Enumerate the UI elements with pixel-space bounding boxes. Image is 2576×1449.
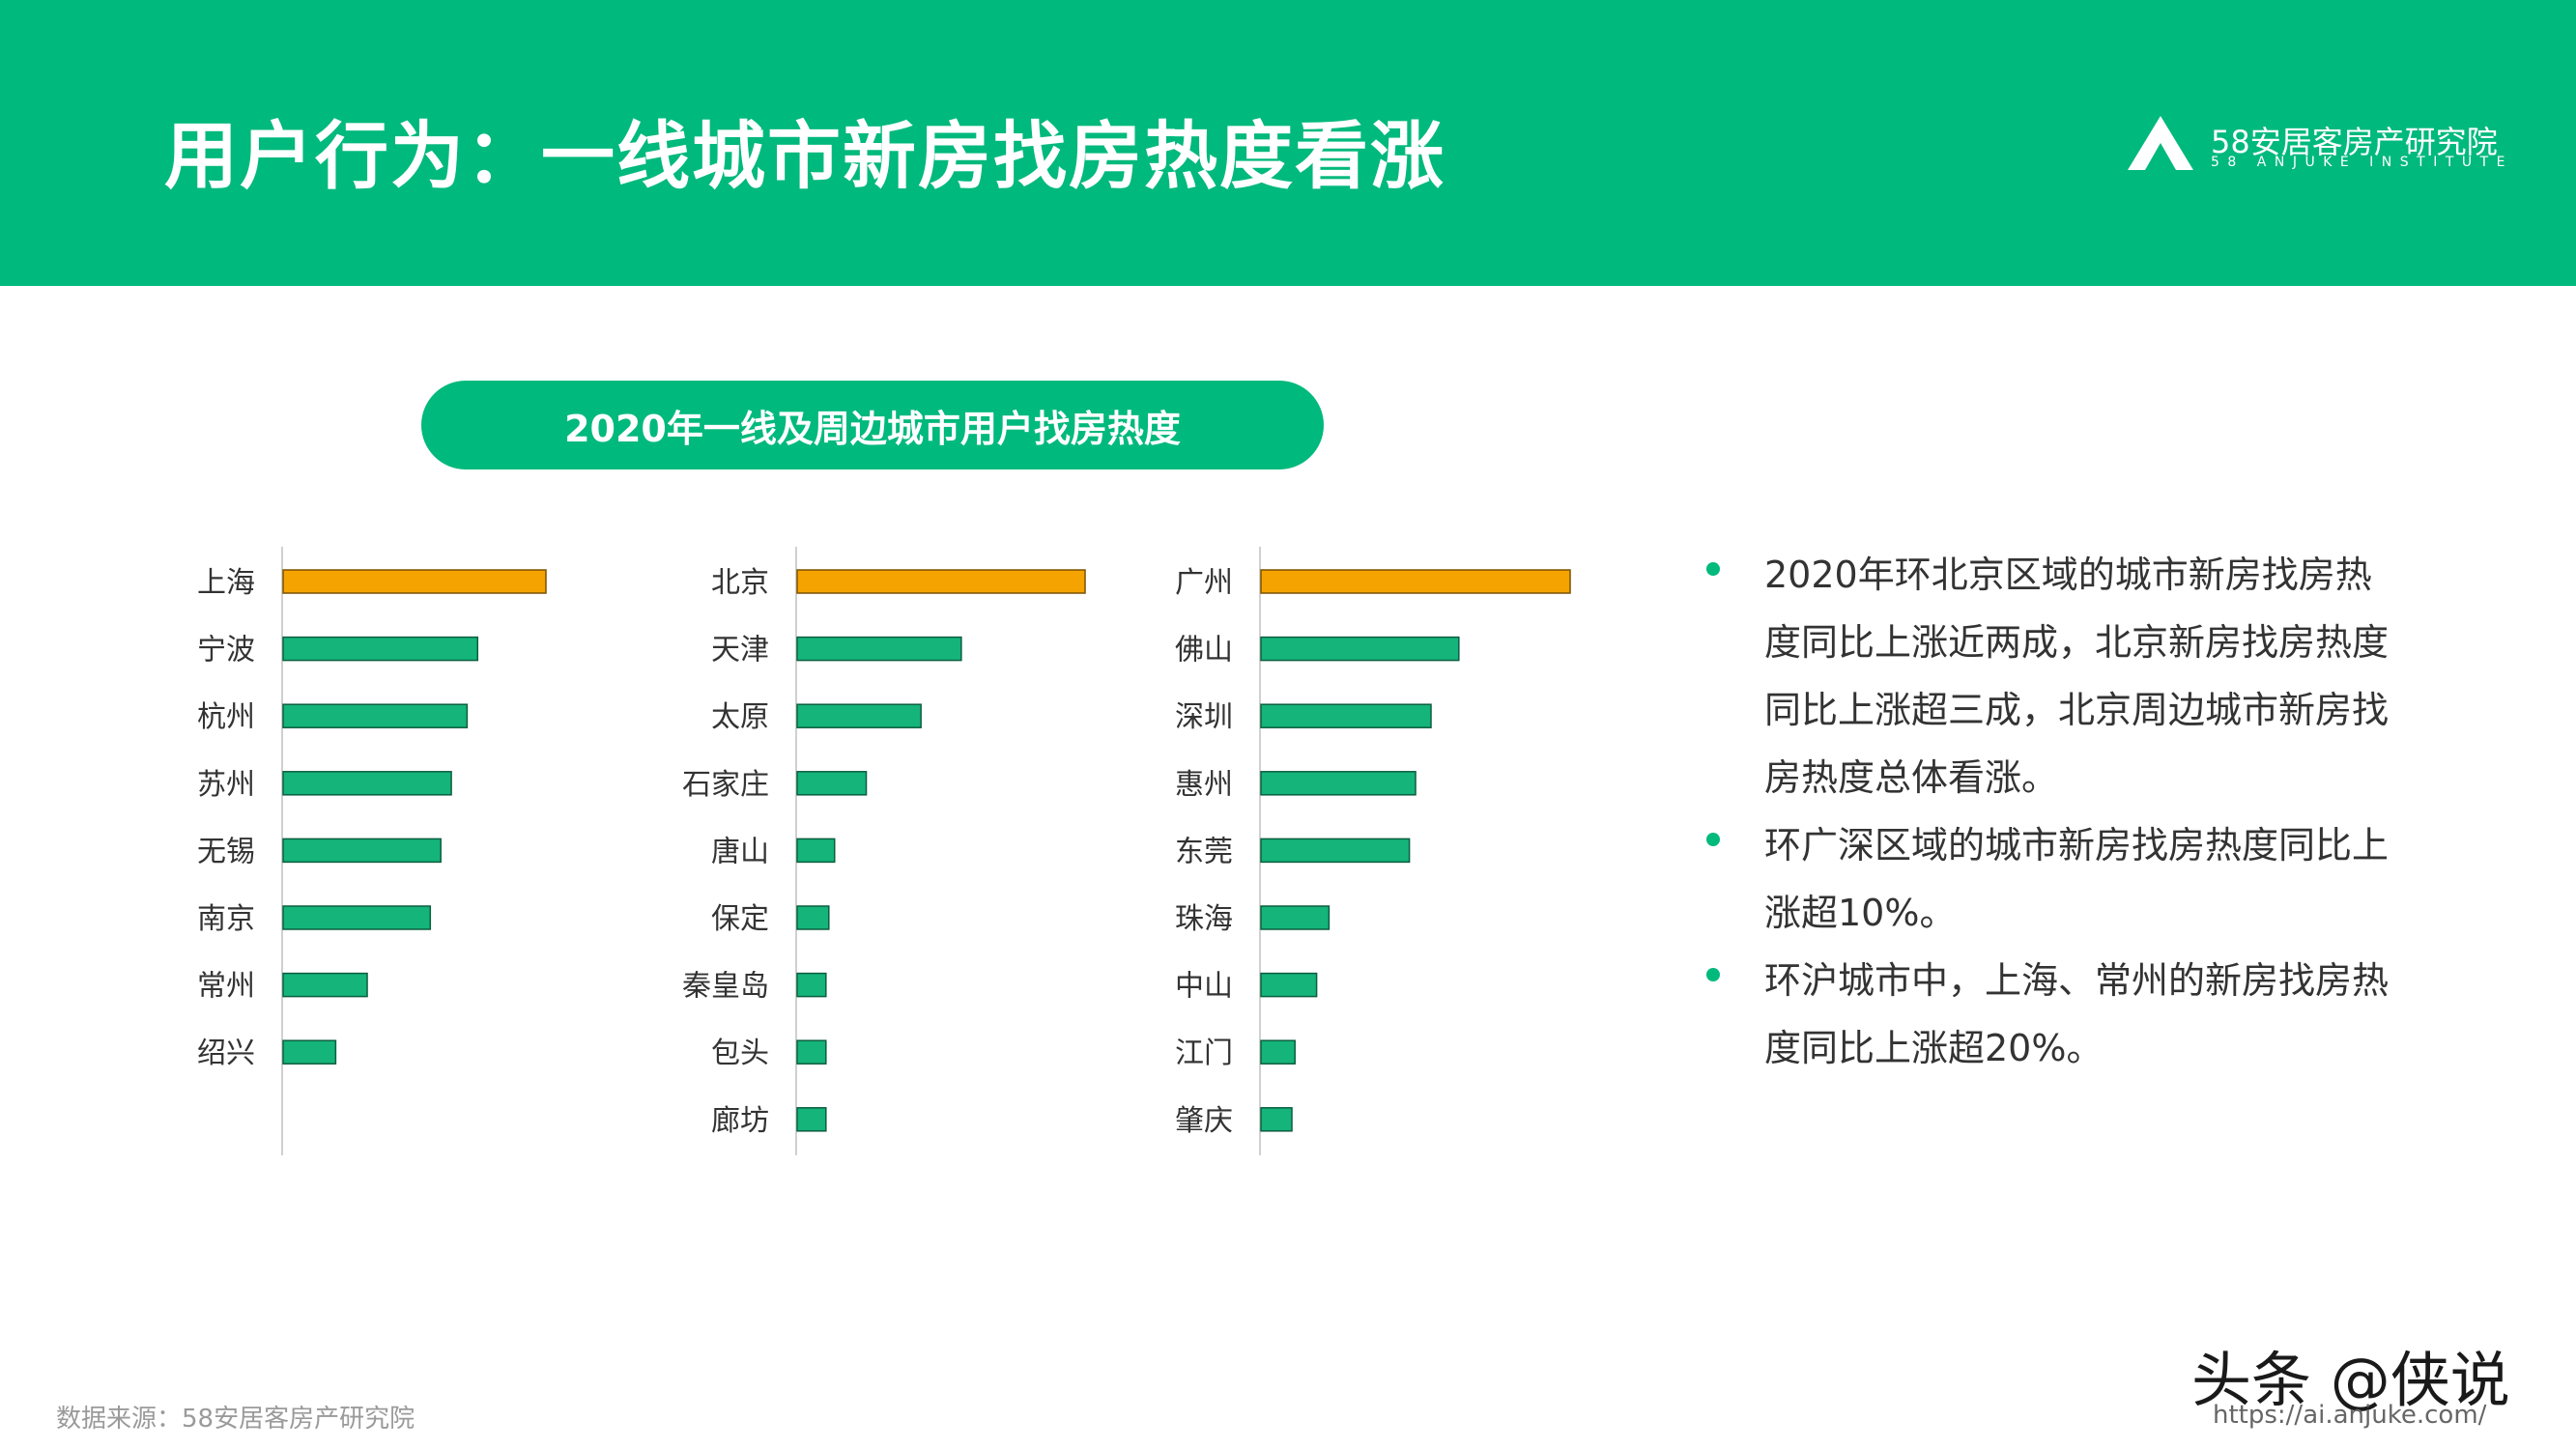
- category-label: 珠海: [1175, 902, 1233, 936]
- bar: [282, 569, 547, 594]
- category-label: 北京: [711, 566, 769, 600]
- category-label: 苏州: [197, 768, 255, 802]
- bar: [282, 905, 432, 930]
- bar: [796, 972, 827, 998]
- bar: [796, 1039, 827, 1065]
- bullet-text: 2020年环北京区域的城市新房找房热度同比上涨近两成，北京新房找房热度同比上涨超…: [1764, 554, 2390, 799]
- category-label: 肇庆: [1175, 1104, 1233, 1138]
- category-label: 南京: [197, 902, 255, 936]
- bullet-dot-icon: [1706, 833, 1720, 846]
- bullet-item: 环广深区域的城市新房找房热度同比上涨超10%。: [1701, 811, 2396, 947]
- category-label: 东莞: [1175, 835, 1233, 868]
- category-label: 秦皇岛: [682, 970, 769, 1004]
- bar: [1260, 905, 1331, 930]
- bar: [796, 636, 962, 662]
- page-title: 用户行为：一线城市新房找房热度看涨: [164, 113, 1445, 199]
- category-label: 广州: [1175, 566, 1233, 600]
- category-label: 天津: [711, 634, 769, 668]
- bar: [282, 1039, 337, 1065]
- category-label: 保定: [711, 902, 769, 936]
- bar: [796, 703, 922, 728]
- category-label: 唐山: [711, 835, 769, 868]
- category-label: 佛山: [1175, 634, 1233, 668]
- category-label: 江门: [1175, 1037, 1233, 1070]
- bullet-item: 环沪城市中，上海、常州的新房找房热度同比上涨超20%。: [1701, 947, 2396, 1082]
- bar: [1260, 771, 1417, 796]
- category-label: 上海: [197, 566, 255, 600]
- bar: [1260, 1107, 1293, 1132]
- bar: [1260, 703, 1432, 728]
- bar: [282, 972, 368, 998]
- bar: [796, 838, 836, 864]
- category-label: 包头: [711, 1037, 769, 1070]
- category-label: 杭州: [197, 700, 255, 734]
- source-url: https://ai.anjuke.com/: [2213, 1401, 2487, 1430]
- bar: [1260, 569, 1571, 594]
- bullet-text: 环广深区域的城市新房找房热度同比上涨超10%。: [1764, 824, 2390, 934]
- brand-logo: 58安居客房产研究院 58 ANJUKE INSTITUTE: [2126, 114, 2532, 182]
- bar: [282, 838, 442, 864]
- bar: [1260, 636, 1460, 662]
- bar: [796, 905, 830, 930]
- bar: [282, 636, 479, 662]
- bar: [796, 771, 868, 796]
- bar: [1260, 1039, 1296, 1065]
- category-label: 石家庄: [682, 768, 769, 802]
- bullet-dot-icon: [1706, 562, 1720, 576]
- bullet-item: 2020年环北京区域的城市新房找房热度同比上涨近两成，北京新房找房热度同比上涨超…: [1701, 541, 2396, 811]
- bar: [282, 703, 469, 728]
- chart-title: 2020年一线及周边城市用户找房热度: [421, 381, 1324, 469]
- data-source-note: 数据来源：58安居客房产研究院: [56, 1405, 415, 1434]
- bar: [282, 771, 452, 796]
- category-label: 惠州: [1175, 768, 1233, 802]
- logo-name: 58安居客房产研究院: [2211, 124, 2498, 160]
- bar: [796, 1107, 827, 1132]
- category-label: 宁波: [197, 634, 255, 668]
- logo-subtitle: 58 ANJUKE INSTITUTE: [2211, 155, 2514, 170]
- bullet-list: 2020年环北京区域的城市新房找房热度同比上涨近两成，北京新房找房热度同比上涨超…: [1701, 541, 2396, 1082]
- category-label: 无锡: [197, 835, 255, 868]
- category-label: 廊坊: [711, 1104, 769, 1138]
- header-banner: 用户行为：一线城市新房找房热度看涨 58安居客房产研究院 58 ANJUKE I…: [0, 0, 2576, 286]
- bullet-text: 环沪城市中，上海、常州的新房找房热度同比上涨超20%。: [1764, 959, 2390, 1069]
- category-label: 中山: [1175, 970, 1233, 1004]
- category-label: 深圳: [1175, 700, 1233, 734]
- bar: [1260, 838, 1411, 864]
- bar: [796, 569, 1086, 594]
- bar: [1260, 972, 1318, 998]
- category-label: 绍兴: [197, 1037, 255, 1070]
- category-label: 太原: [711, 700, 769, 734]
- category-label: 常州: [197, 970, 255, 1004]
- watermark: 头条 @侠说: [2191, 1345, 2510, 1415]
- anjuke-logo-icon: [2128, 116, 2193, 170]
- bullet-dot-icon: [1706, 968, 1720, 981]
